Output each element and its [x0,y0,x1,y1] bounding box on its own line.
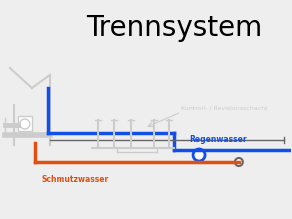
Circle shape [193,149,205,161]
Text: Kontroll- / Revisionsschacht: Kontroll- / Revisionsschacht [181,105,268,110]
Text: Trennsystem: Trennsystem [86,14,262,42]
Text: Schmutzwasser: Schmutzwasser [42,175,109,184]
Circle shape [235,158,243,166]
Text: Regenwasser: Regenwasser [189,135,247,144]
Bar [18,116,32,131]
Circle shape [20,119,30,129]
